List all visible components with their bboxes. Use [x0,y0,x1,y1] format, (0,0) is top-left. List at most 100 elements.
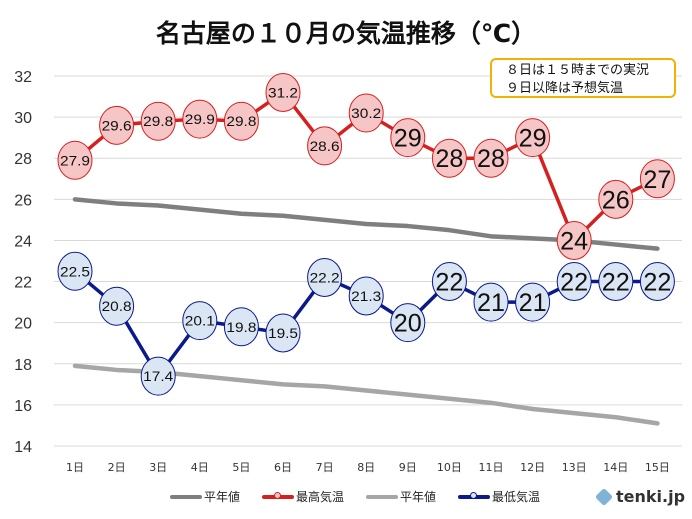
annotation-line-1: ８日は１５時までの実況 [506,63,650,78]
data-point [598,262,634,302]
data-label: 22 [435,269,463,297]
annotation-box: ８日は１５時までの実況 ９日以降は予想気温 [490,58,676,98]
annotation-line-2: ９日以降は予想気温 [506,81,624,96]
data-label: 17.4 [143,368,173,384]
x-tick-label: 12日 [520,461,545,474]
data-point [307,126,343,166]
data-label: 28 [477,145,505,173]
data-point [390,303,426,343]
x-tick-label: 8日 [357,461,375,474]
legend-label: 平年値 [400,490,437,504]
x-tick-label: 6日 [274,461,292,474]
data-point [473,282,509,322]
data-label: 22 [643,269,671,297]
x-tick-label: 10日 [437,461,462,474]
data-point [223,307,259,347]
y-tick-label: 22 [14,275,32,292]
data-label: 21 [477,289,505,317]
data-point [556,220,592,260]
data-point [99,286,135,326]
data-label: 24 [560,227,588,255]
data-point [598,179,634,219]
data-label: 21.3 [351,288,381,304]
legend-swatch [366,494,399,499]
data-point [473,138,509,178]
y-tick-label: 16 [14,398,32,415]
legend-item-high: 最高気温 [262,488,344,505]
y-tick-label: 14 [14,439,32,456]
data-label: 29.6 [102,117,132,133]
legend-item-low: 最低気温 [458,488,540,505]
data-point [348,276,384,316]
data-point [182,301,218,341]
data-label: 20.8 [102,298,132,314]
data-label: 27 [643,166,671,194]
x-tick-label: 13日 [562,461,587,474]
data-point [307,257,343,297]
y-tick-label: 24 [14,233,32,250]
legend-swatch [458,491,491,499]
data-point [223,101,259,141]
y-tick-label: 28 [14,151,32,168]
data-label: 28.6 [310,138,340,154]
y-tick-label: 32 [14,69,32,86]
x-tick-label: 5日 [232,461,250,474]
y-tick-label: 20 [14,316,32,333]
data-label: 29 [519,125,547,153]
data-point [140,101,176,141]
x-tick-label: 14日 [603,461,628,474]
legend-item-normal-low: 平年値 [366,488,436,505]
x-tick-label: 2日 [108,461,126,474]
x-tick-label: 9日 [399,461,417,474]
data-label: 31.2 [268,84,298,100]
data-label: 29.8 [226,113,256,129]
legend-item-normal-high: 平年値 [170,488,240,505]
chart-title: 名古屋の１０月の気温推移（℃） [155,19,537,48]
tenki-logo: tenki.jp [594,487,686,506]
data-label: 22 [602,269,630,297]
data-point [515,282,551,322]
data-label: 22.5 [60,263,90,279]
data-point [431,138,467,178]
data-point [182,99,218,139]
logo-icon [594,487,614,506]
data-label: 29 [394,125,422,153]
x-tick-label: 3日 [149,461,167,474]
legend-swatch [170,494,202,499]
data-label: 22.2 [310,269,340,285]
data-point [57,251,93,291]
data-label: 29.9 [185,111,215,127]
data-label: 22 [560,269,588,297]
legend-label: 最高気温 [296,490,345,504]
data-point [431,262,467,302]
data-label: 20 [394,310,422,338]
y-tick-label: 30 [14,110,32,127]
data-point [348,93,384,133]
data-point [265,72,301,112]
data-point [556,262,592,302]
data-label: 20.1 [185,313,215,329]
y-tick-label: 18 [14,357,32,374]
legend-label: 平年値 [204,490,241,504]
x-tick-label: 7日 [316,461,334,474]
data-point [639,159,675,199]
data-point [265,313,301,353]
legend: 平年値 最高気温 平年値 最低気温 [170,488,540,505]
x-tick-label: 11日 [479,461,504,474]
data-label: 28 [435,145,463,173]
x-tick-label: 1日 [66,461,84,474]
data-point [140,356,176,396]
x-tick-label: 4日 [191,461,209,474]
data-point [515,118,551,158]
x-tick-label: 15日 [645,461,670,474]
y-tick-label: 26 [14,192,32,209]
data-label: 27.9 [60,152,90,168]
data-point [390,118,426,158]
logo-text: tenki.jp [616,487,686,506]
data-point [99,105,135,145]
data-label: 29.8 [143,113,173,129]
data-point [57,140,93,180]
legend-swatch [262,491,295,499]
data-point [639,262,675,302]
